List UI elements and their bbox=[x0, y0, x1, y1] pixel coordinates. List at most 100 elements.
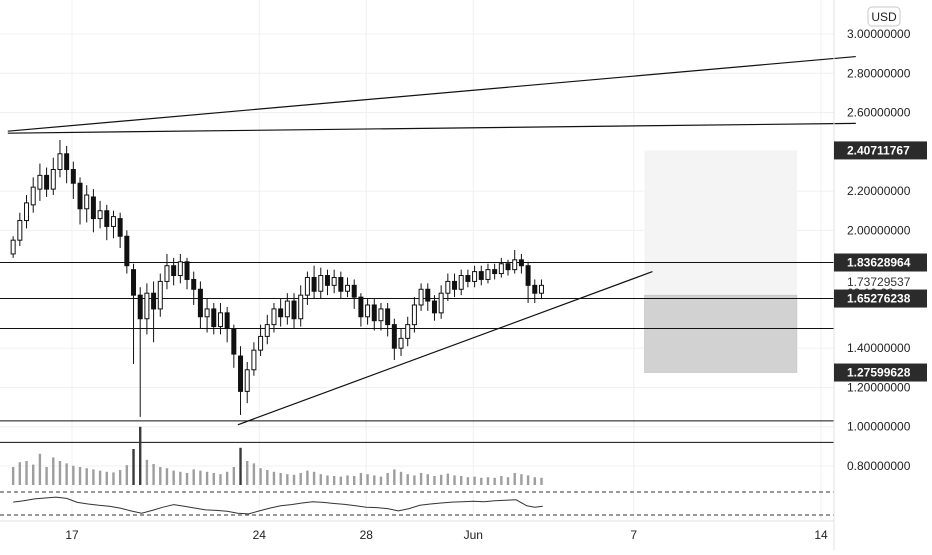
candle-body-25 bbox=[177, 261, 183, 277]
candle-32 bbox=[224, 306, 230, 343]
candle-76 bbox=[518, 253, 524, 274]
candle-body-67 bbox=[458, 275, 464, 290]
candle-body-72 bbox=[492, 269, 498, 275]
volume-bar-58 bbox=[399, 471, 403, 485]
horizontal-levels[interactable] bbox=[0, 262, 834, 443]
currency-label: USD bbox=[871, 10, 897, 24]
candle-54 bbox=[371, 299, 377, 331]
price-badge-bg-1 bbox=[834, 253, 927, 272]
candle-body-13 bbox=[97, 210, 103, 220]
time-tick-label-3: Jun bbox=[464, 528, 483, 542]
candle-body-46 bbox=[318, 275, 324, 292]
candle-body-8 bbox=[64, 153, 70, 170]
candle-50 bbox=[345, 277, 351, 298]
candle-body-70 bbox=[478, 271, 484, 280]
volume-bar-20 bbox=[145, 459, 149, 485]
candle-36 bbox=[251, 342, 257, 376]
volume-bar-64 bbox=[439, 474, 443, 485]
candle-body-77 bbox=[525, 265, 531, 286]
volume-bar-44 bbox=[306, 470, 309, 485]
volume-bar-15 bbox=[112, 472, 115, 485]
volume-bar-51 bbox=[353, 476, 356, 485]
candle-body-68 bbox=[465, 275, 471, 282]
volume-bar-38 bbox=[266, 470, 269, 485]
volume-bar-42 bbox=[292, 474, 296, 485]
candle-41 bbox=[284, 293, 290, 325]
candle-46 bbox=[318, 267, 324, 300]
candle-26 bbox=[184, 257, 190, 290]
volume-bar-35 bbox=[246, 461, 249, 485]
candle-7 bbox=[57, 140, 63, 178]
candle-42 bbox=[291, 293, 297, 329]
time-axis[interactable]: 17 24 28 Jun 7 14 bbox=[0, 520, 834, 542]
price-tick-label-3: 2.20000000 bbox=[847, 184, 911, 198]
candle-75 bbox=[512, 250, 518, 274]
candle-body-28 bbox=[197, 288, 203, 318]
candle-body-37 bbox=[258, 335, 264, 351]
trend-lines[interactable] bbox=[7, 55, 856, 426]
volume-bar-40 bbox=[279, 473, 282, 485]
currency-button[interactable]: USD bbox=[867, 6, 901, 27]
volume-bar-34 bbox=[239, 447, 242, 485]
volume-bar-19 bbox=[139, 426, 142, 485]
volume-bar-31 bbox=[219, 474, 222, 485]
candle-body-60 bbox=[411, 304, 417, 326]
volume-bar-2 bbox=[25, 461, 28, 485]
candle-12 bbox=[90, 189, 96, 233]
volume-bar-6 bbox=[52, 457, 55, 485]
candle-body-3 bbox=[30, 186, 36, 206]
candle-3 bbox=[30, 177, 36, 213]
volume-bar-3 bbox=[32, 464, 35, 485]
volume-bar-24 bbox=[172, 470, 175, 485]
candle-body-1 bbox=[17, 220, 23, 241]
candle-body-10 bbox=[77, 182, 83, 210]
volume-bar-52 bbox=[359, 473, 363, 485]
candle-10 bbox=[77, 177, 83, 225]
trend-line-0 bbox=[7, 55, 856, 132]
volume-bar-56 bbox=[386, 473, 389, 485]
candle-73 bbox=[498, 257, 504, 278]
candle-body-54 bbox=[371, 304, 377, 322]
trend-line-1 bbox=[7, 122, 856, 134]
candle-body-73 bbox=[498, 263, 504, 275]
volume-bar-69 bbox=[473, 476, 476, 485]
candle-28 bbox=[197, 281, 203, 329]
candle-body-65 bbox=[445, 280, 451, 294]
candle-body-55 bbox=[378, 308, 384, 322]
volume-bar-75 bbox=[513, 473, 516, 485]
candle-body-56 bbox=[385, 308, 391, 326]
price-label-2: 1.73729537 bbox=[847, 275, 911, 289]
candle-body-48 bbox=[331, 276, 337, 286]
candle-body-36 bbox=[251, 349, 257, 371]
volume-bar-57 bbox=[393, 469, 396, 485]
volume-bar-36 bbox=[252, 463, 256, 485]
candle-body-20 bbox=[144, 292, 150, 320]
candle-body-47 bbox=[324, 275, 330, 286]
position-zones[interactable] bbox=[644, 150, 798, 373]
volume-bar-65 bbox=[446, 473, 450, 485]
candle-body-6 bbox=[50, 168, 56, 190]
price-badge-bg-4 bbox=[834, 289, 927, 308]
candle-body-45 bbox=[311, 276, 317, 292]
volume-bar-23 bbox=[165, 468, 169, 485]
volume-bar-72 bbox=[493, 477, 496, 485]
time-tick-label-1: 24 bbox=[253, 528, 267, 542]
price-badge-label-4: 1.65276238 bbox=[847, 292, 911, 306]
volume-bar-26 bbox=[185, 473, 189, 485]
candle-53 bbox=[365, 299, 371, 325]
volume-bar-55 bbox=[379, 476, 383, 485]
candle-body-66 bbox=[452, 280, 458, 290]
candle-5 bbox=[44, 167, 50, 197]
price-axis[interactable]: 3.00000000 2.80000000 2.60000000 2.20000000… bbox=[847, 27, 911, 473]
volume-bar-8 bbox=[65, 463, 68, 485]
target-zone bbox=[644, 150, 797, 296]
oscillator-line bbox=[13, 496, 543, 515]
volume-bar-1 bbox=[18, 462, 22, 485]
volume-bar-10 bbox=[78, 467, 82, 485]
candle-body-29 bbox=[204, 308, 210, 318]
candle-body-31 bbox=[217, 312, 223, 328]
volume-bar-68 bbox=[466, 477, 470, 485]
candle-body-27 bbox=[191, 278, 197, 290]
